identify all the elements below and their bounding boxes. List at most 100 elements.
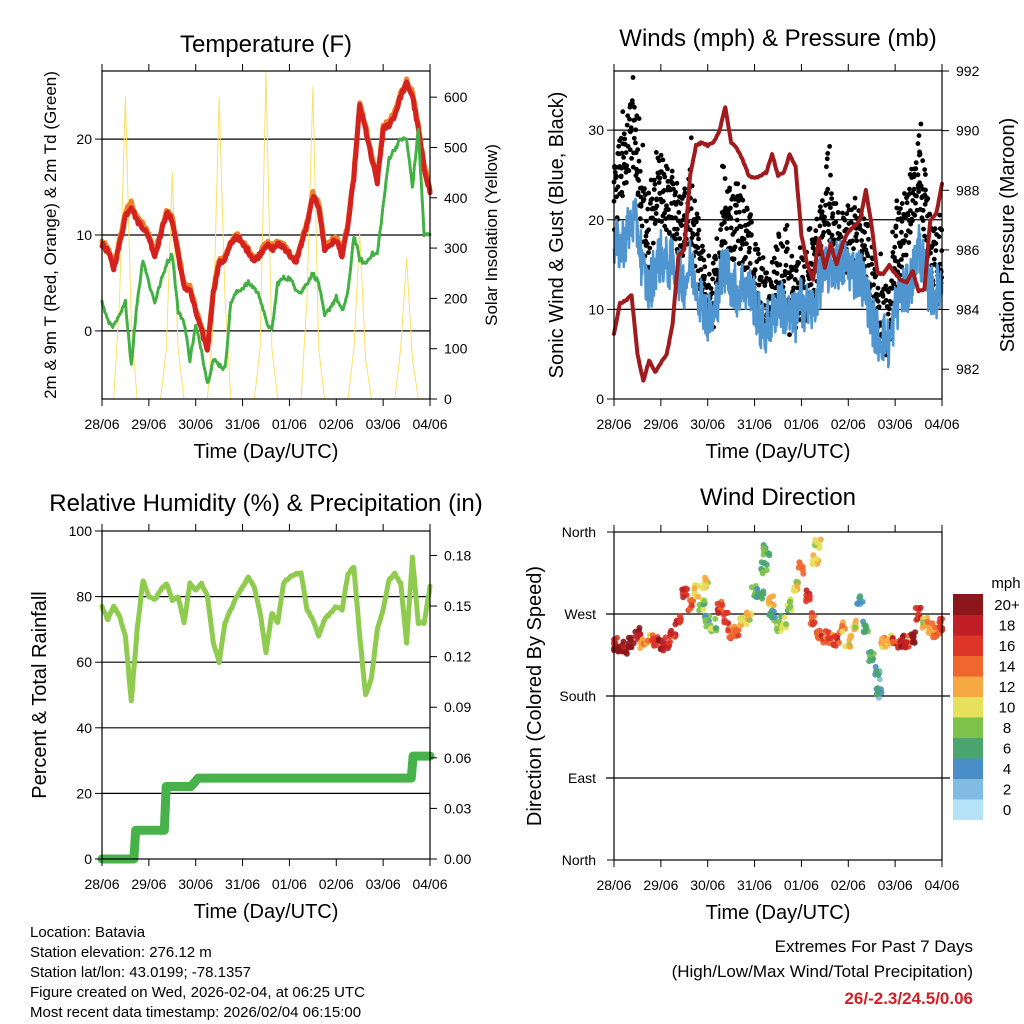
direction-point [872,663,879,670]
direction-point [758,593,764,600]
y2-tick-label: 990 [956,123,980,139]
direction-point [796,559,803,566]
direction-point [878,640,885,647]
gust-point [890,229,895,235]
gust-point [652,221,658,227]
gust-point [913,200,918,206]
gust-point [734,202,739,208]
gust-point [823,202,828,208]
direction-point [745,612,752,619]
gust-point [912,212,918,218]
direction-point [846,643,853,650]
gust-point [620,193,625,199]
direction-point [824,635,831,642]
x-tick-label: 03/06 [366,416,401,432]
direction-point [721,619,728,626]
direction-point [714,600,721,607]
gust-point [760,255,766,260]
gust-point [674,180,680,186]
direction-point [660,647,667,654]
gust-point [700,248,706,254]
gust-point [696,227,702,233]
direction-point [816,545,823,552]
gust-point [756,251,761,257]
direction-point [627,636,634,643]
gust-point [724,226,730,232]
gust-point [838,234,844,240]
gust-point [913,160,919,166]
speed-legend: mph 0 2 4 6 8 10 12 14 16 18 20+ [953,575,1021,820]
gust-point [654,203,660,209]
footer-created: Figure created on Wed, 2026-02-04, at 06… [30,984,365,1001]
gust-point [889,285,895,291]
legend-label: 0 [1003,802,1011,819]
gust-point [861,216,867,222]
gust-point [712,253,718,259]
x-tick-label: 02/06 [831,877,866,893]
gust-point [922,167,928,173]
gust-point [682,190,688,196]
gust-point [842,217,848,223]
direction-point [724,609,731,616]
direction-point [680,586,687,593]
gust-point [777,262,783,268]
x-tick-label: 30/06 [690,416,725,432]
x-tick-label: 31/06 [225,876,260,892]
gust-point [652,181,658,187]
y-tick-label: 20 [76,131,92,147]
gust-point [735,238,741,244]
gust-point [789,253,795,259]
direction-point [712,625,719,632]
y2-tick-label: 0.09 [444,699,471,715]
footer-timestamp: Most recent data timestamp: 2026/02/04 0… [30,1004,361,1021]
gust-point [774,271,780,276]
gust-point [625,167,631,173]
gust-point [852,205,857,210]
gust-point [771,255,777,261]
x-axis-title: Time (Day/UTC) [706,441,851,463]
direction-point [726,634,733,641]
direction-point [831,633,838,640]
x-tick-label: 02/06 [319,876,354,892]
gust-point [636,158,642,164]
gust-point [656,158,662,164]
direction-point [917,604,924,611]
direction-point [867,648,874,655]
gust-point [932,226,938,232]
gust-point [695,215,701,221]
direction-point [637,645,644,651]
y2-tick-label: 400 [444,190,468,206]
gust-point [865,223,870,229]
gust-point [633,140,638,146]
gust-point [817,223,823,229]
x-axis-title: Time (Day/UTC) [706,902,851,924]
gust-point [700,243,705,249]
gust-point [710,260,716,266]
x-tick-label: 28/06 [84,876,119,892]
direction-point [703,623,710,630]
series-2m-t [99,79,433,353]
gust-point [893,233,899,239]
gust-point [642,186,647,192]
gust-point [722,240,728,246]
gust-point [923,172,928,177]
y-axis-title-left: Percent & Total Rainfall [29,591,51,799]
gust-point [907,229,913,235]
direction-point [874,685,881,692]
gust-point [714,267,719,273]
gust-point [741,236,747,242]
chart-title: Temperature (F) [180,31,352,58]
direction-point [691,585,698,592]
x-tick-label: 04/06 [412,416,447,432]
gust-point [680,217,686,223]
direction-point [839,628,846,635]
gust-point [619,150,625,156]
gust-point [931,256,937,262]
direction-point [817,536,824,543]
gust-point [821,230,827,235]
direction-point [873,691,880,698]
gust-point [735,181,741,187]
gust-point [616,143,622,149]
gust-point [918,121,924,127]
gust-point [748,212,753,218]
